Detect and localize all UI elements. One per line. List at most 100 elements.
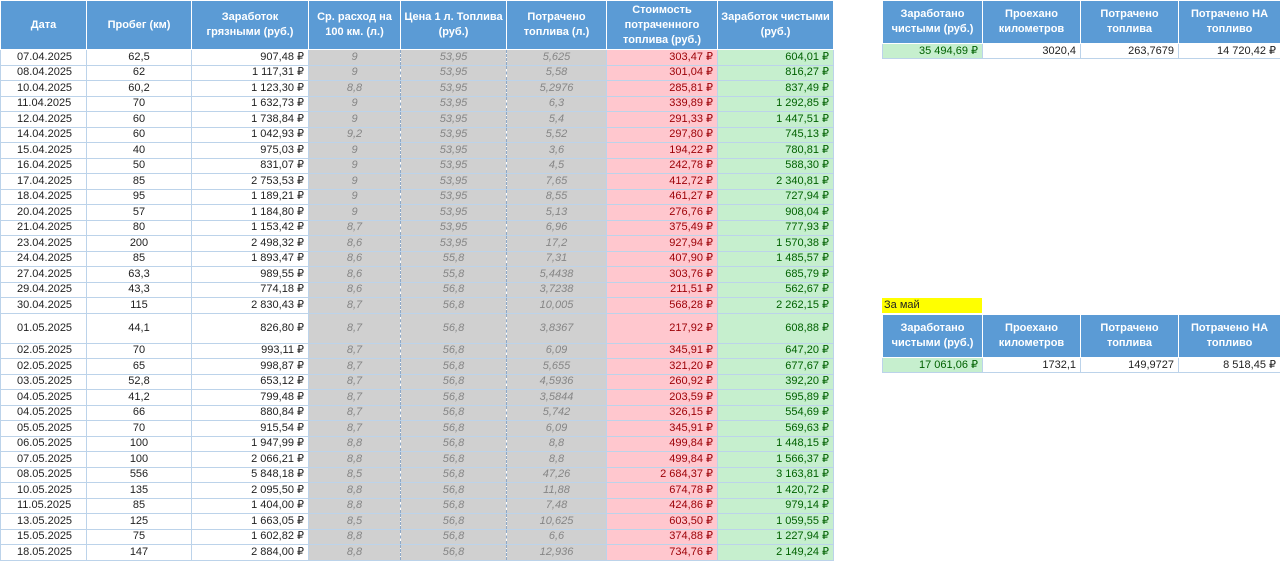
gross-earnings-cell[interactable]: 907,48 ₽ <box>191 49 309 66</box>
gross-earnings-cell[interactable]: 2 095,50 ₽ <box>191 482 309 499</box>
summary-total-header-km[interactable]: Проехано километров <box>982 0 1081 44</box>
fuel-cost-cell[interactable]: 499,84 ₽ <box>606 435 718 452</box>
avg-consumption-cell[interactable]: 9 <box>308 49 401 66</box>
fuel-cost-cell[interactable]: 412,72 ₽ <box>606 173 718 190</box>
header-avg-consumption[interactable]: Ср. расход на 100 км. (л.) <box>308 0 401 50</box>
date-cell[interactable]: 27.04.2025 <box>0 266 87 283</box>
net-earnings-cell[interactable]: 908,04 ₽ <box>717 204 834 221</box>
net-earnings-cell[interactable]: 979,14 ₽ <box>717 497 834 514</box>
gross-earnings-cell[interactable]: 653,12 ₽ <box>191 373 309 390</box>
fuel-price-cell[interactable]: 53,95 <box>400 219 507 236</box>
fuel-price-cell[interactable]: 56,8 <box>400 497 507 514</box>
header-gross-earnings[interactable]: Заработок грязными (руб.) <box>191 0 309 50</box>
date-cell[interactable]: 04.05.2025 <box>0 404 87 421</box>
mileage-cell[interactable]: 43,3 <box>86 281 192 298</box>
net-earnings-cell[interactable]: 562,67 ₽ <box>717 281 834 298</box>
net-earnings-cell[interactable]: 2 262,15 ₽ <box>717 297 834 314</box>
fuel-price-cell[interactable]: 53,95 <box>400 173 507 190</box>
date-cell[interactable]: 10.05.2025 <box>0 482 87 499</box>
fuel-used-cell[interactable]: 6,3 <box>506 95 607 112</box>
net-earnings-cell[interactable]: 2 149,24 ₽ <box>717 544 834 561</box>
net-earnings-cell[interactable]: 2 340,81 ₽ <box>717 173 834 190</box>
gross-earnings-cell[interactable]: 998,87 ₽ <box>191 358 309 375</box>
fuel-cost-cell[interactable]: 345,91 ₽ <box>606 342 718 359</box>
gross-earnings-cell[interactable]: 831,07 ₽ <box>191 157 309 174</box>
fuel-used-cell[interactable]: 6,09 <box>506 420 607 437</box>
fuel-price-cell[interactable]: 56,8 <box>400 466 507 483</box>
fuel-price-cell[interactable]: 53,95 <box>400 204 507 221</box>
date-cell[interactable]: 15.04.2025 <box>0 142 87 159</box>
fuel-cost-cell[interactable]: 217,92 ₽ <box>606 312 718 344</box>
mileage-cell[interactable]: 200 <box>86 235 192 252</box>
header-date[interactable]: Дата <box>0 0 87 50</box>
gross-earnings-cell[interactable]: 1 189,21 ₽ <box>191 188 309 205</box>
net-earnings-cell[interactable]: 3 163,81 ₽ <box>717 466 834 483</box>
fuel-cost-cell[interactable]: 321,20 ₽ <box>606 358 718 375</box>
mileage-cell[interactable]: 50 <box>86 157 192 174</box>
mileage-cell[interactable]: 75 <box>86 528 192 545</box>
avg-consumption-cell[interactable]: 8,6 <box>308 235 401 252</box>
fuel-used-cell[interactable]: 5,625 <box>506 49 607 66</box>
fuel-cost-cell[interactable]: 927,94 ₽ <box>606 235 718 252</box>
avg-consumption-cell[interactable]: 9 <box>308 173 401 190</box>
net-earnings-cell[interactable]: 1 059,55 ₽ <box>717 513 834 530</box>
date-cell[interactable]: 13.05.2025 <box>0 513 87 530</box>
fuel-cost-cell[interactable]: 303,76 ₽ <box>606 266 718 283</box>
fuel-used-cell[interactable]: 10,625 <box>506 513 607 530</box>
avg-consumption-cell[interactable]: 8,6 <box>308 281 401 298</box>
fuel-price-cell[interactable]: 53,95 <box>400 49 507 66</box>
fuel-used-cell[interactable]: 47,26 <box>506 466 607 483</box>
mileage-cell[interactable]: 85 <box>86 497 192 514</box>
fuel-used-cell[interactable]: 5,2976 <box>506 80 607 97</box>
avg-consumption-cell[interactable]: 8,6 <box>308 250 401 267</box>
summary-may-header-fuel-cost[interactable]: Потрачено НА топливо <box>1178 314 1280 358</box>
summary-total-net-value[interactable]: 35 494,69 ₽ <box>882 43 983 59</box>
date-cell[interactable]: 04.05.2025 <box>0 389 87 406</box>
avg-consumption-cell[interactable]: 8,7 <box>308 373 401 390</box>
fuel-used-cell[interactable]: 5,13 <box>506 204 607 221</box>
net-earnings-cell[interactable]: 677,67 ₽ <box>717 358 834 375</box>
mileage-cell[interactable]: 70 <box>86 342 192 359</box>
fuel-used-cell[interactable]: 6,09 <box>506 342 607 359</box>
mileage-cell[interactable]: 41,2 <box>86 389 192 406</box>
avg-consumption-cell[interactable]: 9 <box>308 111 401 128</box>
fuel-cost-cell[interactable]: 303,47 ₽ <box>606 49 718 66</box>
mileage-cell[interactable]: 115 <box>86 297 192 314</box>
avg-consumption-cell[interactable]: 8,8 <box>308 482 401 499</box>
fuel-used-cell[interactable]: 5,52 <box>506 126 607 143</box>
fuel-price-cell[interactable]: 56,8 <box>400 297 507 314</box>
fuel-cost-cell[interactable]: 568,28 ₽ <box>606 297 718 314</box>
gross-earnings-cell[interactable]: 1 893,47 ₽ <box>191 250 309 267</box>
date-cell[interactable]: 08.04.2025 <box>0 64 87 81</box>
fuel-used-cell[interactable]: 5,742 <box>506 404 607 421</box>
mileage-cell[interactable]: 100 <box>86 435 192 452</box>
fuel-price-cell[interactable]: 56,8 <box>400 281 507 298</box>
fuel-cost-cell[interactable]: 424,86 ₽ <box>606 497 718 514</box>
fuel-used-cell[interactable]: 8,8 <box>506 435 607 452</box>
avg-consumption-cell[interactable]: 8,8 <box>308 451 401 468</box>
gross-earnings-cell[interactable]: 1 404,00 ₽ <box>191 497 309 514</box>
net-earnings-cell[interactable]: 1 485,57 ₽ <box>717 250 834 267</box>
date-cell[interactable]: 16.04.2025 <box>0 157 87 174</box>
summary-may-fuel-cost-value[interactable]: 8 518,45 ₽ <box>1178 357 1280 373</box>
summary-total-header-fuel[interactable]: Потрачено топлива <box>1080 0 1179 44</box>
gross-earnings-cell[interactable]: 774,18 ₽ <box>191 281 309 298</box>
fuel-cost-cell[interactable]: 461,27 ₽ <box>606 188 718 205</box>
avg-consumption-cell[interactable]: 9 <box>308 64 401 81</box>
summary-may-km-value[interactable]: 1732,1 <box>982 357 1081 373</box>
avg-consumption-cell[interactable]: 8,5 <box>308 513 401 530</box>
gross-earnings-cell[interactable]: 1 153,42 ₽ <box>191 219 309 236</box>
avg-consumption-cell[interactable]: 9,2 <box>308 126 401 143</box>
gross-earnings-cell[interactable]: 1 117,31 ₽ <box>191 64 309 81</box>
fuel-price-cell[interactable]: 56,8 <box>400 435 507 452</box>
avg-consumption-cell[interactable]: 8,7 <box>308 404 401 421</box>
avg-consumption-cell[interactable]: 8,7 <box>308 420 401 437</box>
avg-consumption-cell[interactable]: 8,8 <box>308 497 401 514</box>
fuel-used-cell[interactable]: 12,936 <box>506 544 607 561</box>
net-earnings-cell[interactable]: 595,89 ₽ <box>717 389 834 406</box>
mileage-cell[interactable]: 147 <box>86 544 192 561</box>
net-earnings-cell[interactable]: 1 447,51 ₽ <box>717 111 834 128</box>
gross-earnings-cell[interactable]: 2 753,53 ₽ <box>191 173 309 190</box>
date-cell[interactable]: 11.05.2025 <box>0 497 87 514</box>
summary-may-header-fuel[interactable]: Потрачено топлива <box>1080 314 1179 358</box>
